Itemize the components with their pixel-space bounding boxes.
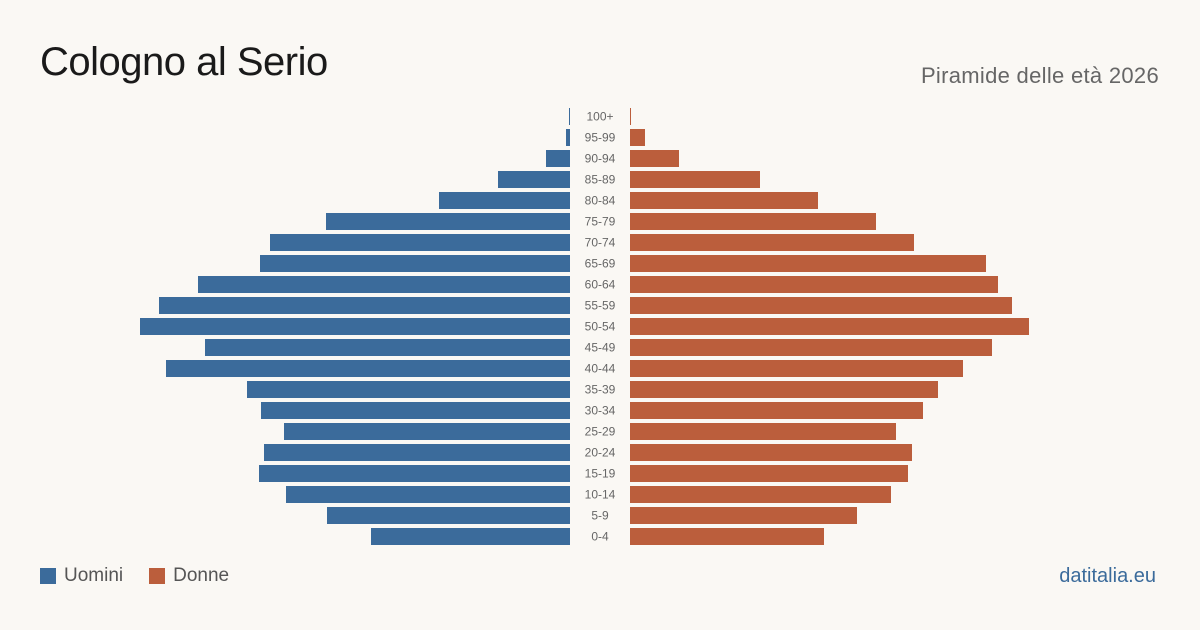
bar-women-35-39 [630, 381, 938, 398]
bar-men-20-24 [264, 444, 570, 461]
age-label-70-74: 70-74 [585, 236, 616, 250]
bar-women-20-24 [630, 444, 912, 461]
bar-men-85-89 [498, 171, 570, 188]
bar-women-5-9 [630, 507, 857, 524]
age-label-25-29: 25-29 [585, 425, 616, 439]
bar-men-0-4 [371, 528, 570, 545]
age-label-55-59: 55-59 [585, 299, 616, 313]
legend-swatch-men [40, 568, 56, 584]
bar-men-80-84 [439, 192, 570, 209]
bar-women-40-44 [630, 360, 963, 377]
age-label-100+: 100+ [586, 110, 613, 124]
age-label-95-99: 95-99 [585, 131, 616, 145]
bar-women-75-79 [630, 213, 876, 230]
age-label-80-84: 80-84 [585, 194, 616, 208]
legend-label-men: Uomini [64, 565, 124, 586]
bar-women-30-34 [630, 402, 923, 419]
bar-women-100+ [630, 108, 631, 125]
bar-men-70-74 [270, 234, 570, 251]
bar-men-55-59 [159, 297, 570, 314]
age-label-65-69: 65-69 [585, 257, 616, 271]
bar-men-75-79 [326, 213, 570, 230]
age-label-0-4: 0-4 [591, 530, 609, 544]
bar-men-45-49 [205, 339, 570, 356]
bar-men-35-39 [247, 381, 570, 398]
bar-men-50-54 [140, 318, 570, 335]
bar-women-0-4 [630, 528, 824, 545]
bar-women-60-64 [630, 276, 998, 293]
bar-men-60-64 [198, 276, 570, 293]
age-label-20-24: 20-24 [585, 446, 616, 460]
age-label-5-9: 5-9 [591, 509, 609, 523]
bar-women-65-69 [630, 255, 986, 272]
bar-men-90-94 [546, 150, 570, 167]
bar-men-15-19 [259, 465, 570, 482]
chart-title: Cologno al Serio [40, 40, 328, 84]
bar-women-10-14 [630, 486, 891, 503]
legend: Uomini Donne [40, 565, 255, 587]
source-link[interactable]: datitalia.eu [1059, 565, 1156, 587]
legend-swatch-women [149, 568, 166, 584]
legend-item-men: Uomini [40, 565, 123, 587]
age-label-50-54: 50-54 [585, 320, 616, 334]
bar-men-5-9 [327, 507, 570, 524]
bar-women-70-74 [630, 234, 914, 251]
bar-women-85-89 [630, 171, 760, 188]
age-label-90-94: 90-94 [585, 152, 616, 166]
bar-men-40-44 [166, 360, 570, 377]
bar-women-25-29 [630, 423, 896, 440]
legend-item-women: Donne [149, 565, 229, 587]
bar-women-15-19 [630, 465, 908, 482]
bar-women-55-59 [630, 297, 1012, 314]
bar-men-100+ [569, 108, 570, 125]
age-label-30-34: 30-34 [585, 404, 616, 418]
age-label-15-19: 15-19 [585, 467, 616, 481]
bar-men-10-14 [286, 486, 570, 503]
age-label-45-49: 45-49 [585, 341, 616, 355]
bar-women-50-54 [630, 318, 1029, 335]
legend-label-women: Donne [173, 565, 230, 586]
bar-women-80-84 [630, 192, 818, 209]
chart-subtitle: Piramide delle età 2026 [920, 63, 1159, 88]
bar-men-25-29 [284, 423, 570, 440]
bar-men-30-34 [261, 402, 570, 419]
bar-men-65-69 [260, 255, 570, 272]
age-label-40-44: 40-44 [585, 362, 616, 376]
age-label-75-79: 75-79 [585, 215, 616, 229]
bar-men-95-99 [566, 129, 570, 146]
age-label-35-39: 35-39 [585, 383, 616, 397]
age-label-60-64: 60-64 [585, 278, 616, 292]
bar-women-45-49 [630, 339, 992, 356]
age-label-85-89: 85-89 [585, 173, 616, 187]
bar-women-95-99 [630, 129, 645, 146]
bar-women-90-94 [630, 150, 679, 167]
age-label-10-14: 10-14 [585, 488, 616, 502]
